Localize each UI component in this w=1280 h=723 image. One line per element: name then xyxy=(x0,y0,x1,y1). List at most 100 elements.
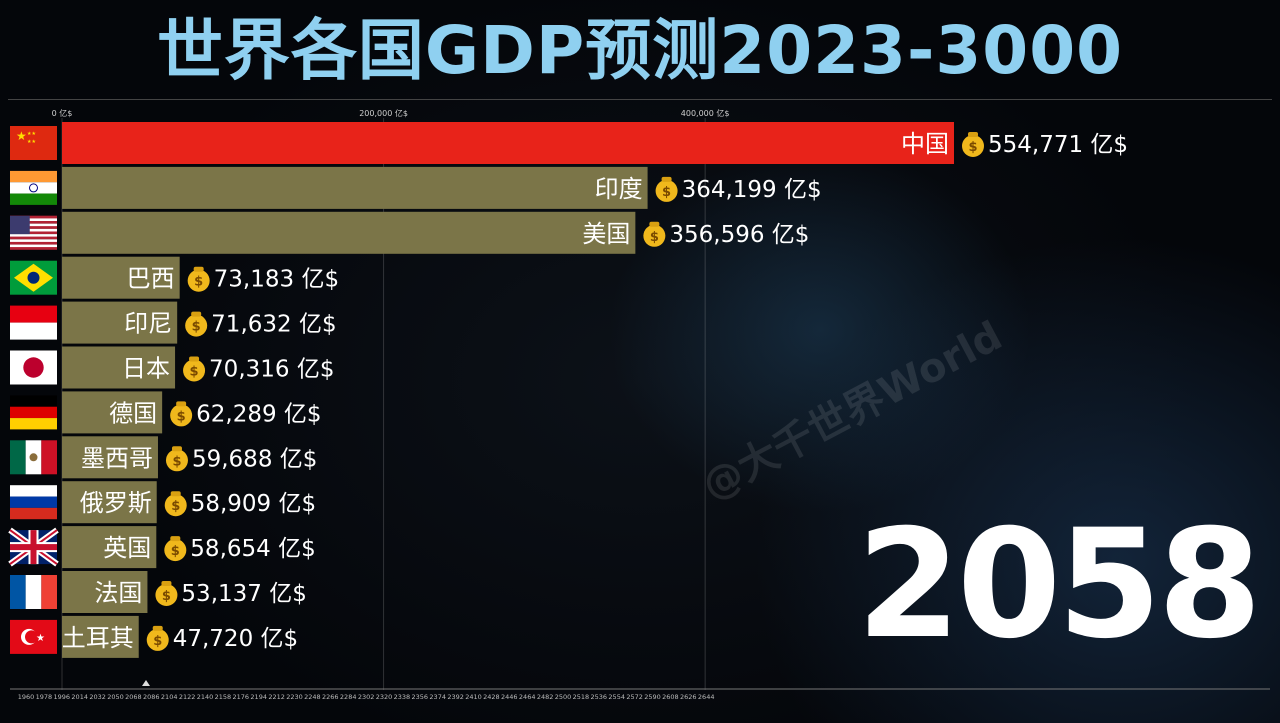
money-bag-dollar: $ xyxy=(190,365,199,380)
money-bag-tie xyxy=(176,401,187,407)
country-label: 印度 xyxy=(595,175,643,203)
money-bag-tie xyxy=(189,356,200,362)
flag-part xyxy=(10,193,57,205)
timeline-tick-label: 1960 xyxy=(18,693,35,701)
country-label: 土耳其 xyxy=(62,624,134,652)
flag-part xyxy=(10,231,57,235)
money-bag-tie xyxy=(191,311,202,317)
value-label: 70,316 亿$ xyxy=(209,357,334,383)
bar xyxy=(62,481,157,524)
value-label: 62,289 亿$ xyxy=(196,401,321,427)
usa-flag-icon xyxy=(10,215,57,250)
x-tick-label: 400,000 亿$ xyxy=(681,108,730,118)
bar xyxy=(62,436,158,479)
flag-part xyxy=(10,247,57,250)
money-bag-tie xyxy=(968,132,978,137)
timeline-tick-label: 2284 xyxy=(340,693,357,701)
bar-row: ★ ★★★★ 中国 $554,771 亿$ xyxy=(10,122,1128,164)
money-bag-dollar: $ xyxy=(968,140,977,155)
money-bag-tie xyxy=(193,266,204,272)
flag-star: ★★ xyxy=(27,131,36,137)
flag-part xyxy=(10,182,57,194)
bar-row: 德国 $62,289 亿$ xyxy=(10,391,322,434)
flag-part xyxy=(27,271,40,284)
flag-part xyxy=(10,406,57,419)
country-label: 印尼 xyxy=(124,310,172,338)
flag-part xyxy=(10,305,57,323)
money-bag-dollar: $ xyxy=(177,409,186,424)
france-flag-icon xyxy=(10,575,57,609)
money-bag-body xyxy=(164,494,187,517)
timeline-tick-label: 2140 xyxy=(197,693,214,701)
money-bag-icon: $ xyxy=(164,536,187,562)
timeline-tick-label: 2086 xyxy=(143,693,160,701)
timeline-tick-label: 2590 xyxy=(644,693,661,701)
money-bag-icon: $ xyxy=(146,625,169,651)
timeline-tick-label: 2554 xyxy=(608,693,625,701)
flag-part xyxy=(10,241,57,245)
money-bag-icon: $ xyxy=(187,266,210,292)
money-bag-dollar: $ xyxy=(171,499,180,514)
country-label: 巴西 xyxy=(127,265,175,293)
flag-part xyxy=(10,228,57,232)
money-bag-icon: $ xyxy=(155,581,178,606)
turkey-flag-icon: ★ xyxy=(10,619,57,654)
divider xyxy=(8,99,1272,100)
timeline-tick-label: 2122 xyxy=(179,693,196,701)
flag-part xyxy=(29,183,38,193)
bar-row: 印度 $364,199 亿$ xyxy=(10,166,822,209)
timeline-tick-label: 2320 xyxy=(376,693,393,701)
money-bag-body xyxy=(643,224,666,247)
value-label: 356,596 亿$ xyxy=(669,222,809,248)
flag-part xyxy=(10,215,57,219)
flag-part xyxy=(29,453,38,462)
timeline-tick-label: 2176 xyxy=(233,693,250,701)
value-label: 59,688 亿$ xyxy=(192,446,317,472)
money-bag-tie xyxy=(152,625,163,631)
country-label: 德国 xyxy=(109,399,157,427)
money-bag-body xyxy=(183,359,206,382)
value-label: 47,720 亿$ xyxy=(173,626,298,652)
timeline-tick-label: 2104 xyxy=(161,693,178,701)
flag-part xyxy=(10,395,57,407)
bar xyxy=(62,526,157,569)
flag-part xyxy=(10,221,57,224)
money-bag-body xyxy=(164,539,187,562)
timeline-tick-label: 2356 xyxy=(412,693,429,701)
china-flag-icon: ★ ★★★★ xyxy=(10,126,57,160)
flag-part xyxy=(10,507,57,520)
flag-star: ★ xyxy=(36,633,45,644)
timeline-tick-label: 2626 xyxy=(680,693,697,701)
timeline-tick-label: 2428 xyxy=(483,693,500,701)
bar xyxy=(62,122,954,164)
bar-row: 俄罗斯 $58,909 亿$ xyxy=(10,481,316,524)
timeline-tick-label: 2068 xyxy=(125,693,142,701)
money-bag-tie xyxy=(161,581,172,586)
x-tick-label: 200,000 亿$ xyxy=(359,108,408,118)
bar xyxy=(62,346,176,389)
flag-part xyxy=(41,575,57,609)
page-title: 世界各国GDP预测2023-3000 xyxy=(156,12,1124,89)
value-label: 58,654 亿$ xyxy=(190,536,315,562)
timeline-tick-label: 1996 xyxy=(54,693,71,701)
flag-star: ★ xyxy=(16,129,27,143)
country-label: 美国 xyxy=(582,220,630,248)
timeline-tick-label: 2248 xyxy=(304,693,321,701)
bar-row: 巴西 $73,183 亿$ xyxy=(10,256,339,299)
flag-part xyxy=(10,234,57,237)
money-bag-icon: $ xyxy=(655,176,678,202)
timeline-tick-label: 2014 xyxy=(71,693,88,701)
timeline-tick-label: 2644 xyxy=(698,693,715,701)
flag-part xyxy=(10,218,57,222)
money-bag-body xyxy=(155,584,178,606)
money-bag-dollar: $ xyxy=(662,185,671,200)
timeline-tick-label: 2212 xyxy=(268,693,285,701)
flag-part xyxy=(25,575,42,609)
value-label: 53,137 亿$ xyxy=(181,581,306,607)
money-bag-dollar: $ xyxy=(171,544,180,559)
country-label: 俄罗斯 xyxy=(80,489,152,517)
money-bag-tie xyxy=(649,221,660,227)
flag-part xyxy=(10,244,57,248)
country-label: 中国 xyxy=(901,130,949,158)
timeline-marker xyxy=(142,680,150,686)
